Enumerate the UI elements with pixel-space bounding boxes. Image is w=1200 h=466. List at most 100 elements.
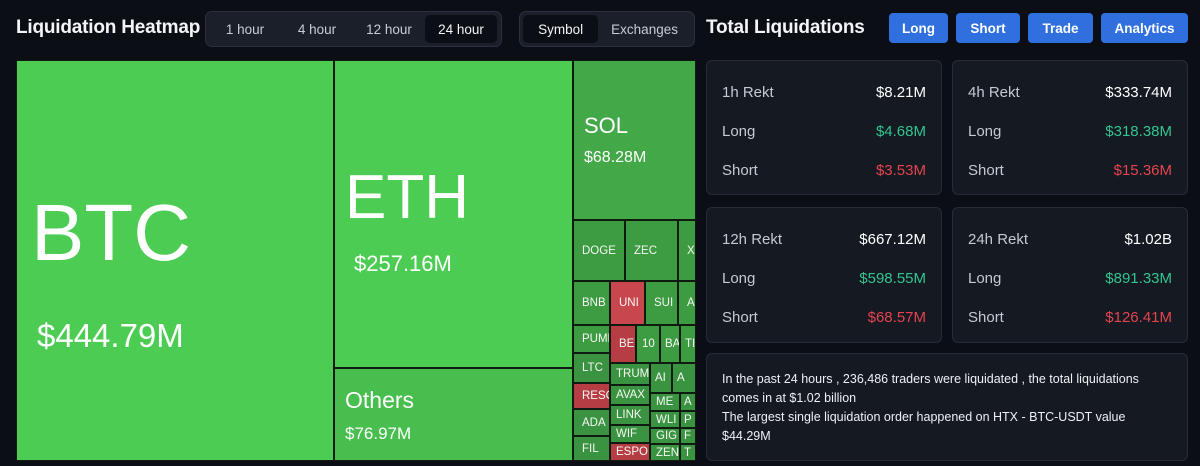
tile-value: $444.79M [37,317,184,354]
tile-xrp[interactable]: XRP [678,220,696,281]
tile-symbol: WLI [656,413,677,426]
analytics-button[interactable]: Analytics [1101,13,1188,43]
tile-giga[interactable]: GIG [650,428,680,444]
tile-small-a1[interactable]: A [678,281,696,325]
tile-ai[interactable]: AI [650,363,672,393]
tile-value: $76.97M [345,424,412,443]
tile-symbol: PUMP [582,333,609,345]
tile-uni[interactable]: UNI [610,281,645,325]
page-title: Liquidation Heatmap [16,17,201,38]
short-button[interactable]: Short [956,13,1020,43]
long-button[interactable]: Long [889,13,948,43]
tile-me[interactable]: ME [650,393,680,411]
tile-10[interactable]: 10 [636,325,660,363]
tile-small-t[interactable]: T [680,444,696,461]
trade-button[interactable]: Trade [1028,13,1093,43]
tile-others[interactable]: Others $76.97M [334,368,573,461]
tile-symbol: ETH [345,163,469,232]
time-option-24h[interactable]: 24 hour [425,15,497,43]
card-total: $1.02B [1124,231,1172,248]
tile-small-p[interactable]: P [680,411,696,428]
card-short-value: $126.41M [1105,309,1172,326]
tile-symbol: P [684,413,692,426]
tile-symbol: TRUM [616,368,650,380]
tile-symbol: F [684,430,692,442]
tile-ada[interactable]: ADA [573,409,610,436]
summary-line-2: The largest single liquidation order hap… [722,410,1126,443]
tile-wif[interactable]: WIF [610,425,650,443]
tile-symbol: ADA [582,416,606,429]
tile-reso[interactable]: RESO [573,383,610,409]
card-period: 24h Rekt [968,231,1029,248]
tile-wld[interactable]: WLI [650,411,680,428]
tile-symbol: BA [665,338,680,350]
card-short-label: Short [968,162,1004,179]
tile-small-f[interactable]: F [680,428,696,444]
card-long-value: $318.38M [1105,123,1172,140]
card-period: 1h Rekt [722,84,774,101]
tile-symbol: WIF [616,428,638,440]
tile-eth[interactable]: ETH $257.16M [334,60,573,368]
tile-sol[interactable]: SOL $68.28M [573,60,696,220]
tile-symbol: BNB [582,297,606,309]
tile-symbol: LTC [582,362,603,374]
tile-ti[interactable]: TI [680,325,696,363]
card-4h: 4h Rekt $333.74M Long $318.38M Short $15.36… [952,60,1188,195]
card-long-label: Long [722,270,756,287]
liquidation-heatmap: BTC $444.79M ETH $257.16M Others $76.97M… [16,60,696,461]
card-long-label: Long [968,123,1002,140]
tile-be[interactable]: BE [610,325,636,363]
tile-value: $68.28M [584,149,647,166]
view-option-exchanges[interactable]: Exchanges [611,21,678,37]
tile-small-a3[interactable]: A [680,393,696,411]
tile-symbol: GIG [656,430,678,442]
tile-zen[interactable]: ZEN [650,444,680,461]
tile-ba[interactable]: BA [660,325,680,363]
tile-sui[interactable]: SUI [645,281,678,325]
tile-link[interactable]: LINK [610,405,650,425]
card-short-label: Short [968,309,1004,326]
tile-doge[interactable]: DOGE [573,220,625,281]
tile-symbol: A [687,297,695,309]
time-range-selector: 1 hour 4 hour 12 hour 24 hour [205,11,502,47]
tile-zec[interactable]: ZEC [625,220,678,281]
tile-symbol: 10 [642,338,655,350]
tile-bnb[interactable]: BNB [573,281,610,325]
liquidation-summary: In the past 24 hours , 236,486 traders w… [706,353,1188,461]
tile-symbol: A [684,396,692,408]
card-period: 12h Rekt [722,231,783,248]
time-option-1h[interactable]: 1 hour [225,21,265,37]
summary-line-1: In the past 24 hours , 236,486 traders w… [722,372,1139,405]
tile-fil[interactable]: FIL [573,436,610,461]
tile-avax[interactable]: AVAX [610,385,650,405]
total-liquidations-title: Total Liquidations [706,17,865,38]
card-12h: 12h Rekt $667.12M Long $598.55M Short $68.5… [706,207,942,343]
tile-symbol: FIL [582,442,599,455]
card-long-value: $598.55M [859,270,926,287]
tile-symbol: ZEN [656,446,679,459]
time-option-12h[interactable]: 12 hour [366,21,412,37]
tile-symbol: ME [656,396,674,408]
card-short-value: $68.57M [867,309,926,326]
tile-symbol: AI [655,372,666,384]
view-option-symbol[interactable]: Symbol [523,15,599,43]
card-short-value: $15.36M [1113,162,1172,179]
card-short-label: Short [722,309,758,326]
view-mode-selector: Symbol Exchanges [519,11,695,47]
tile-espo[interactable]: ESPO [610,443,650,461]
card-total: $8.21M [875,84,926,101]
tile-symbol: ZEC [634,244,657,257]
tile-symbol: XRP [687,244,695,257]
tile-ltc[interactable]: LTC [573,353,610,383]
time-option-4h[interactable]: 4 hour [297,21,337,37]
card-short-value: $3.53M [875,162,926,179]
tile-small-a2[interactable]: A [672,363,696,393]
tile-symbol: BE [619,338,635,350]
tile-btc[interactable]: BTC $444.79M [16,60,334,461]
tile-symbol: SOL [584,113,629,138]
tile-pump[interactable]: PUMP [573,325,610,353]
card-long-value: $891.33M [1105,270,1172,287]
tile-trump[interactable]: TRUM [610,363,650,385]
card-period: 4h Rekt [968,84,1020,101]
tile-symbol: DOGE [582,244,616,257]
